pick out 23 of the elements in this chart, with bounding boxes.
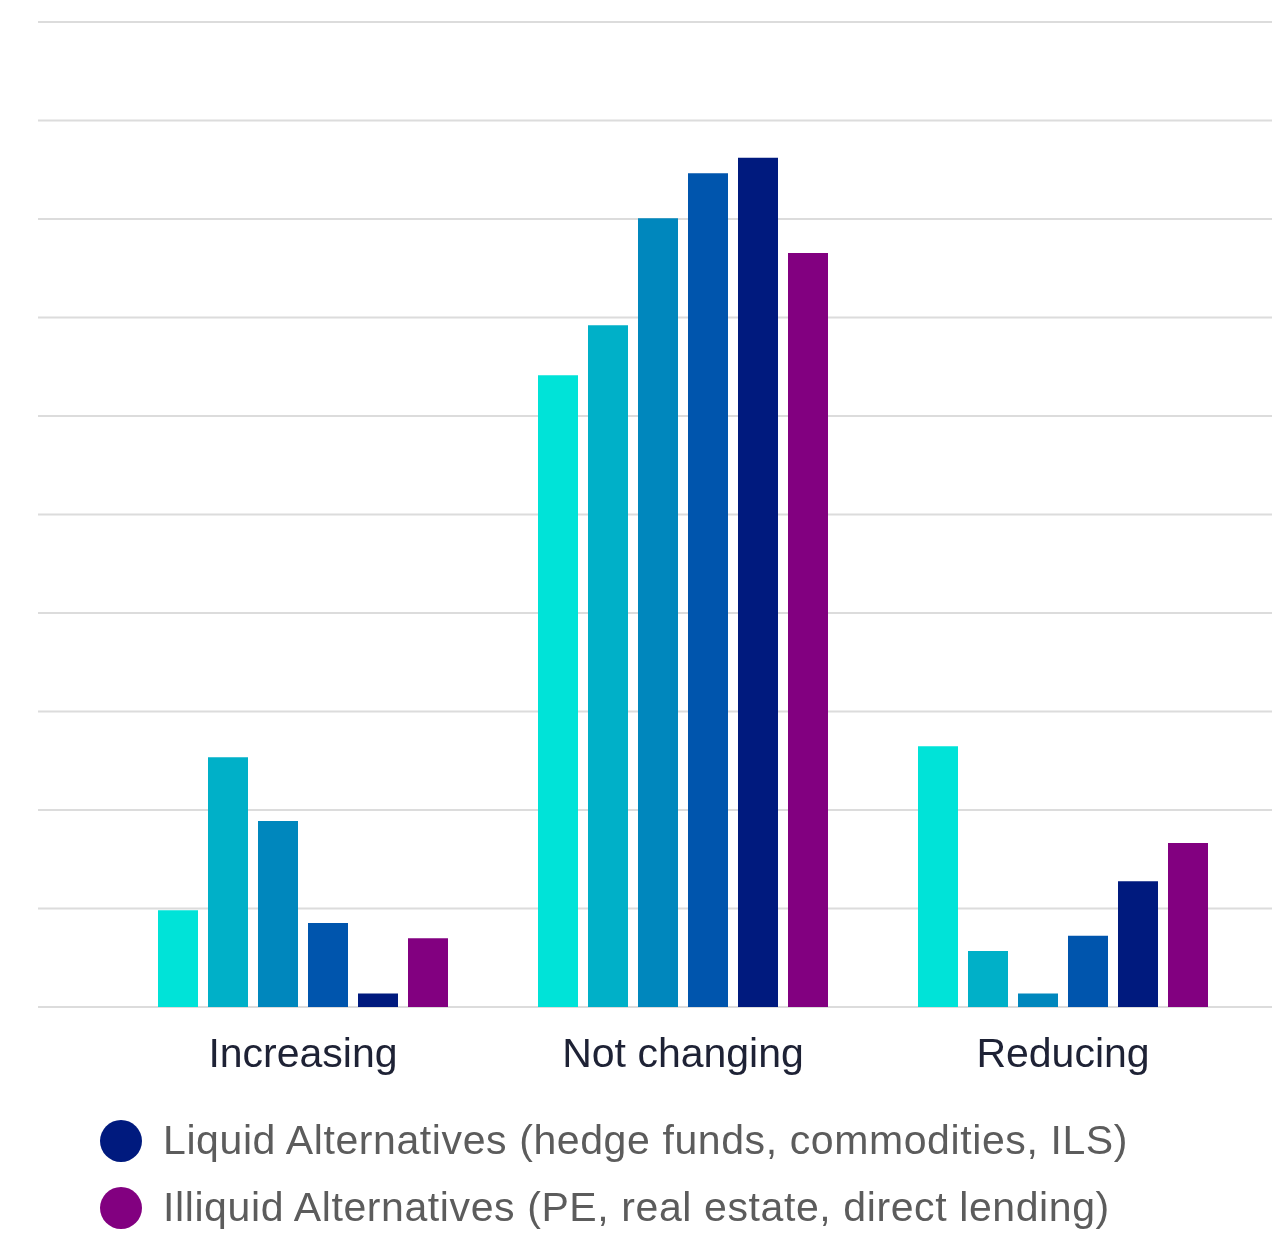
bar: [258, 821, 298, 1007]
x-tick-label: Reducing: [976, 1030, 1150, 1077]
bar: [308, 922, 348, 1007]
bar: [738, 157, 778, 1007]
bar: [588, 325, 628, 1007]
bar: [538, 375, 578, 1007]
bar: [968, 950, 1008, 1007]
x-tick-label: Not changing: [562, 1030, 804, 1077]
legend-label: Liquid Alternatives (hedge funds, commodities, ILS): [163, 1117, 1128, 1164]
bar: [788, 252, 828, 1007]
bar: [1018, 993, 1058, 1007]
x-tick-label: Increasing: [208, 1030, 398, 1077]
bar: [158, 910, 198, 1007]
bar: [408, 938, 448, 1007]
bar: [638, 218, 678, 1007]
legend-label: Illiquid Alternatives (PE, real estate, direct lending): [163, 1184, 1110, 1231]
bar: [358, 993, 398, 1007]
bar: [1068, 935, 1108, 1007]
bar: [208, 757, 248, 1007]
bar: [1118, 881, 1158, 1007]
bar: [918, 746, 958, 1007]
bar: [1168, 843, 1208, 1007]
bar: [688, 173, 728, 1007]
